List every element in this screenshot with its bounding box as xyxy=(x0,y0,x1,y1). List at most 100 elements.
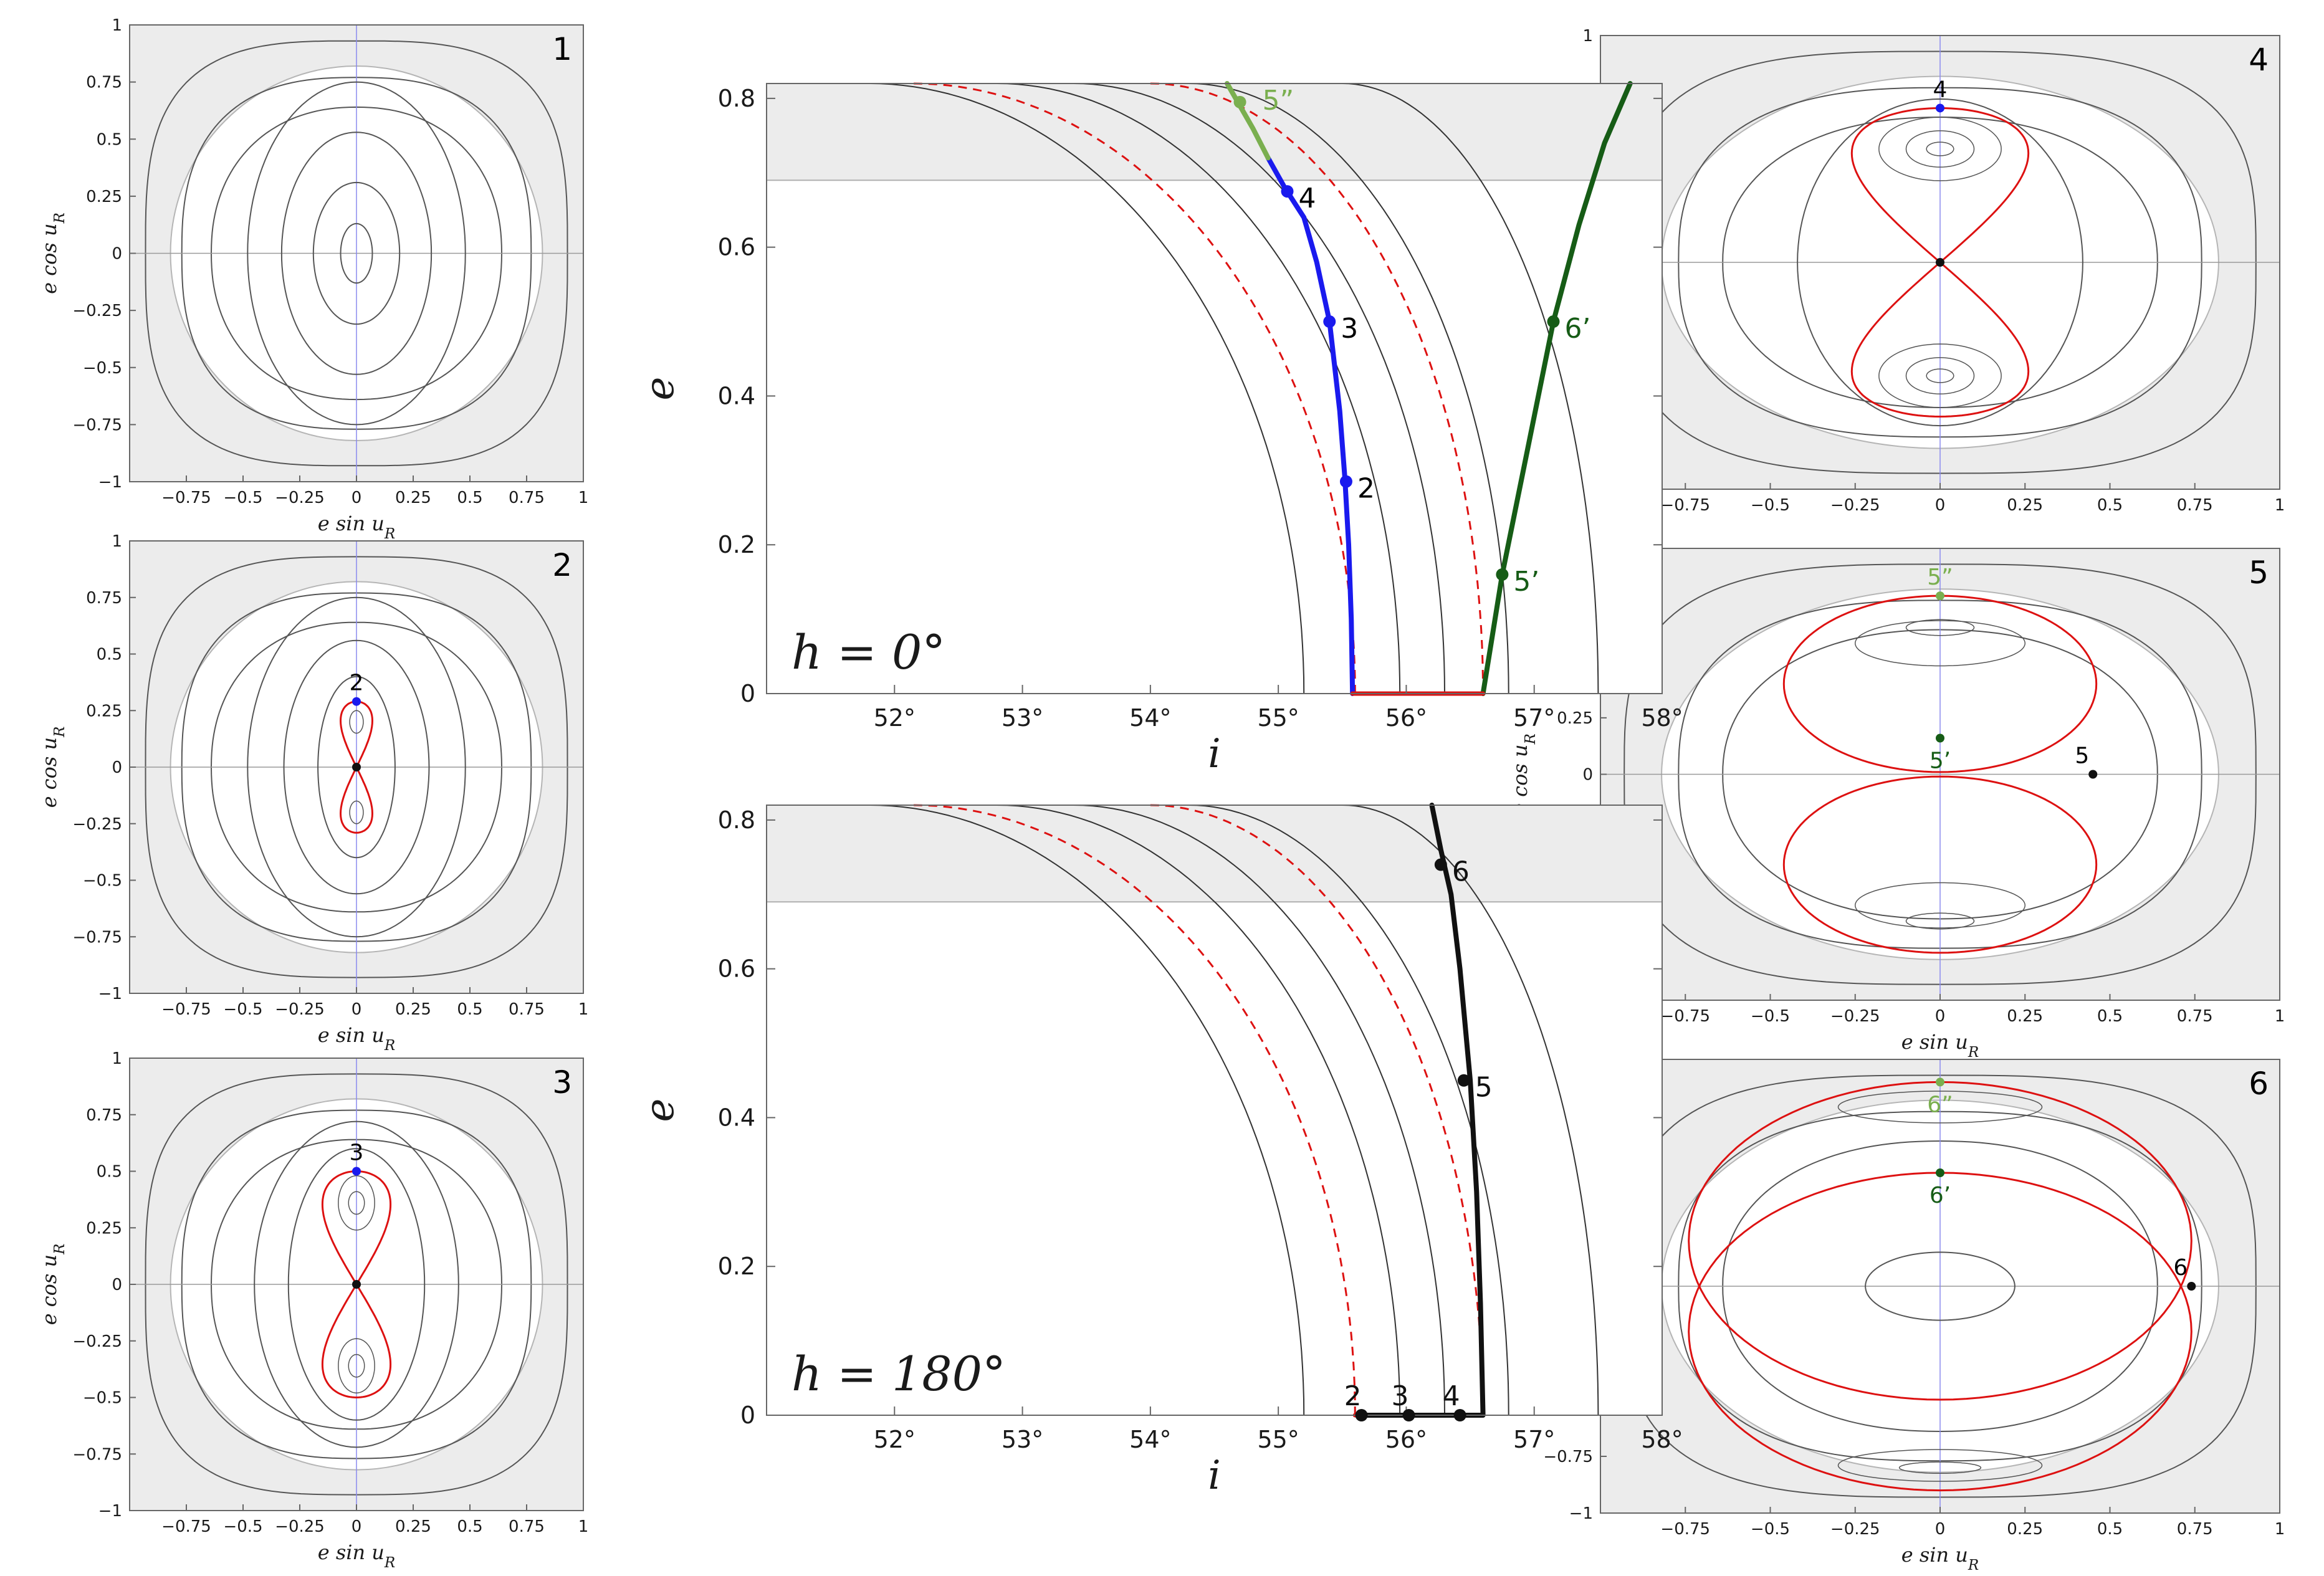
y-axis-title: e cos uR xyxy=(37,213,68,294)
x-tick-label: −0.5 xyxy=(1751,496,1790,515)
libration-contour xyxy=(1855,620,2026,667)
level-curve xyxy=(997,805,1401,1416)
libration-contour xyxy=(1905,912,1975,930)
x-tick-label: −0.75 xyxy=(161,489,211,507)
inner-contour xyxy=(280,131,433,375)
series-blue-branch xyxy=(1265,155,1356,696)
x-tick-label: 56° xyxy=(1385,704,1427,732)
x-tick-label: 58° xyxy=(1641,1426,1683,1453)
y-tick-label: −0.25 xyxy=(72,302,122,320)
y-tick-label: −0.25 xyxy=(72,815,122,834)
inner-contour xyxy=(283,639,430,895)
level-curve xyxy=(1073,805,1445,1416)
y-tick-label: 0.2 xyxy=(718,531,755,558)
equilibrium-point xyxy=(352,1280,361,1289)
point-marker xyxy=(1402,1409,1415,1421)
y-tick-label: −1 xyxy=(1569,1504,1593,1523)
libration-contour xyxy=(1837,1449,2043,1482)
point-label: 5” xyxy=(1263,85,1294,117)
point-marker xyxy=(1547,315,1560,328)
y-axis-title: e xyxy=(637,377,683,401)
y-tick-label: −0.25 xyxy=(72,1332,122,1351)
x-tick-label: 55° xyxy=(1257,704,1299,732)
x-tick-label: −0.25 xyxy=(1830,496,1880,515)
x-tick-label: 1 xyxy=(578,1517,589,1536)
chart-frame xyxy=(766,83,1663,694)
x-tick-label: −0.25 xyxy=(275,489,325,507)
x-tick-label: 54° xyxy=(1129,704,1171,732)
point-marker xyxy=(1233,95,1246,108)
y-tick-label: 0 xyxy=(112,245,122,264)
y-tick-label: 0 xyxy=(1582,766,1593,785)
libration-contour xyxy=(338,1338,375,1393)
forbidden-region xyxy=(767,805,1662,902)
point-marker xyxy=(1323,315,1336,328)
y-tick-label: −0.75 xyxy=(72,1445,122,1464)
level-curve xyxy=(1342,83,1599,694)
y-tick-label: 1 xyxy=(112,16,122,35)
phase-panel-3: −0.75 −0.5 −0.25 0 0.25 0.5 0.75 1 1 0.75 0.5 0.25 0… xyxy=(37,1049,588,1571)
y-tick-label: 0.75 xyxy=(86,74,122,92)
point-marker xyxy=(1453,1409,1466,1421)
x-tick-label: 1 xyxy=(578,489,589,507)
equilibrium-point xyxy=(1936,1077,1944,1087)
y-tick-label: −0.75 xyxy=(1543,1448,1593,1466)
equilibrium-point xyxy=(1936,258,1944,267)
y-tick-label: 0.6 xyxy=(718,234,755,261)
libration-contour xyxy=(1926,141,1954,156)
x-axis-title: e sin uR xyxy=(318,1540,396,1571)
x-tick-label: 52° xyxy=(874,1426,916,1453)
point-marker xyxy=(1496,568,1509,581)
equilibrium-point xyxy=(1936,591,1944,601)
x-axis-title: e sin uR xyxy=(1901,1030,1979,1061)
y-tick-label: 0 xyxy=(112,1276,122,1294)
y-tick-label: 0 xyxy=(740,1402,755,1429)
y-axis-title: e cos uR xyxy=(37,727,68,808)
x-tick-label: 53° xyxy=(1002,704,1043,732)
x-tick-label: 56° xyxy=(1385,1426,1427,1453)
separatrix-upper-lobe xyxy=(1688,1081,2192,1401)
y-tick-label: −0.75 xyxy=(72,928,122,947)
inner-contour xyxy=(247,596,466,938)
x-tick-label: −0.5 xyxy=(1751,1007,1790,1026)
libration-contour xyxy=(348,1354,365,1378)
separatrix-upper-lobe xyxy=(1782,595,2098,773)
point-label: 3 xyxy=(350,1140,364,1166)
point-label: 6’ xyxy=(1929,1183,1951,1208)
x-tick-label: 0.5 xyxy=(2097,496,2123,515)
point-label: 6 xyxy=(2173,1255,2188,1281)
x-tick-label: 0 xyxy=(351,1517,362,1536)
x-tick-label: 0.75 xyxy=(509,489,545,507)
point-label: 4 xyxy=(1443,1380,1460,1412)
x-tick-label: −0.25 xyxy=(275,1517,325,1536)
x-tick-label: −0.25 xyxy=(1830,1007,1880,1026)
level-curve xyxy=(1073,83,1445,694)
point-label: 4 xyxy=(1299,183,1316,214)
point-marker xyxy=(1339,475,1352,488)
x-tick-label: 1 xyxy=(2275,1520,2285,1539)
x-tick-label: 0.5 xyxy=(457,1000,482,1019)
point-label: 6’ xyxy=(1565,313,1591,345)
separatrix-lower-lobe xyxy=(1782,775,2098,954)
point-label: 2 xyxy=(350,671,364,696)
point-label: 6 xyxy=(1452,856,1470,888)
libration-contour xyxy=(1926,368,1954,383)
inner-contour xyxy=(1797,98,2083,427)
x-tick-label: 0.5 xyxy=(2097,1520,2123,1539)
x-tick-label: −0.25 xyxy=(1830,1520,1880,1539)
x-tick-label: −0.75 xyxy=(1660,1520,1710,1539)
x-tick-label: 0.75 xyxy=(509,1000,545,1019)
libration-contour xyxy=(1855,882,2026,929)
x-tick-label: 0.25 xyxy=(2007,496,2043,515)
point-label: 3 xyxy=(1392,1380,1409,1412)
equilibrium-point xyxy=(352,697,361,706)
x-tick-label: 1 xyxy=(578,1000,589,1019)
forbidden-region xyxy=(767,84,1662,181)
libration-contour xyxy=(349,710,364,734)
x-tick-label: 0.25 xyxy=(395,1000,431,1019)
x-tick-label: 0.25 xyxy=(2007,1520,2043,1539)
level-curve xyxy=(1188,805,1509,1416)
y-tick-label: 0.5 xyxy=(97,646,122,664)
point-label: 3 xyxy=(1341,313,1358,345)
y-axis-title: e xyxy=(637,1099,683,1122)
